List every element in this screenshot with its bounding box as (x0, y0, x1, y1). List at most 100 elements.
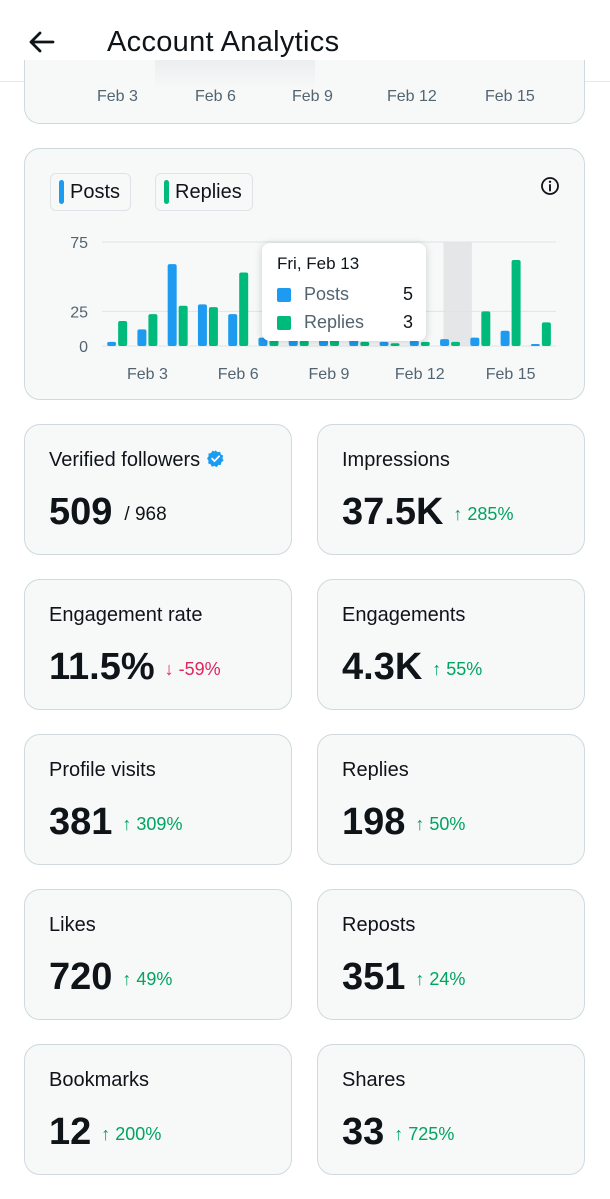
posts-bar (409, 340, 419, 346)
shares-value: 33 (342, 1111, 385, 1153)
stat-value-row: 198 ↑ 50% (342, 801, 465, 844)
x-tick-label: Feb 3 (127, 366, 168, 383)
y-tick-label: 0 (79, 339, 88, 356)
replies-bar (451, 341, 461, 346)
impressions-card[interactable]: Impressions 37.5K ↑ 285% (317, 424, 585, 555)
x-tick-label: Feb 6 (218, 366, 259, 383)
x-tick-label: Feb 12 (387, 88, 437, 105)
replies-card[interactable]: Replies 198 ↑ 50% (317, 734, 585, 865)
x-tick-label: Feb 15 (486, 366, 536, 383)
engagements-value: 4.3K (342, 646, 423, 688)
likes-label: Likes (49, 914, 96, 936)
stat-value-row: 11.5% ↓ -59% (49, 646, 221, 689)
likes-change: ↑ 49% (122, 969, 173, 989)
impressions-value: 37.5K (342, 491, 444, 533)
legend-posts-label: Posts (70, 180, 121, 203)
replies-bar (239, 272, 249, 346)
profile-visits-card[interactable]: Profile visits 381 ↑ 309% (24, 734, 292, 865)
chart-tooltip: Fri, Feb 13 Posts 5 Replies 3 (262, 243, 426, 341)
engagement-rate-label: Engagement rate (49, 604, 203, 626)
stat-value-row: 381 ↑ 309% (49, 801, 182, 844)
replies-swatch (164, 180, 169, 204)
profile-visits-label: Profile visits (49, 759, 156, 781)
replies-bar (360, 341, 370, 346)
replies-change: ↑ 50% (415, 814, 466, 834)
verified-followers-value: 509 (49, 491, 113, 533)
posts-bar (137, 329, 147, 346)
impressions-change: ↑ 285% (453, 504, 514, 524)
tooltip-date: Fri, Feb 13 (277, 254, 360, 273)
replies-bar (148, 314, 158, 346)
stat-value-row: 720 ↑ 49% (49, 956, 172, 999)
tooltip-posts-row: Posts 5 (277, 284, 413, 306)
x-tick-label: Feb 15 (485, 88, 535, 105)
replies-bar (390, 343, 400, 346)
likes-card[interactable]: Likes 720 ↑ 49% (24, 889, 292, 1020)
x-tick-label: Feb 6 (195, 88, 236, 105)
engagement-rate-card[interactable]: Engagement rate 11.5% ↓ -59% (24, 579, 292, 710)
replies-swatch (277, 316, 291, 330)
bookmarks-value: 12 (49, 1111, 92, 1153)
legend-posts-toggle[interactable]: Posts (50, 173, 132, 211)
replies-bar (118, 321, 128, 346)
verified-followers-label: Verified followers (49, 449, 201, 471)
posts-swatch (59, 180, 64, 204)
bookmarks-card[interactable]: Bookmarks 12 ↑ 200% (24, 1044, 292, 1175)
likes-value: 720 (49, 956, 113, 998)
engagements-change: ↑ 55% (432, 659, 483, 679)
posts-bar (228, 314, 238, 346)
profile-visits-value: 381 (49, 801, 113, 843)
replies-label: Replies (342, 759, 409, 781)
previous-chart-card: Feb 3 Feb 6 Feb 9 Feb 12 Feb 15 (24, 60, 585, 124)
highlight-band (443, 242, 472, 346)
posts-bar (107, 341, 117, 346)
stat-value-row: 351 ↑ 24% (342, 956, 465, 999)
tooltip-posts-label: Posts (304, 284, 350, 304)
y-tick-label: 75 (70, 235, 88, 252)
stat-value-row: 37.5K ↑ 285% (342, 491, 513, 534)
profile-visits-change: ↑ 309% (122, 814, 183, 834)
posts-bar (500, 330, 510, 346)
replies-bar (208, 307, 218, 346)
tooltip-replies-row: Replies 3 (277, 312, 413, 334)
x-tick-label: Feb 12 (395, 366, 445, 383)
replies-bar (420, 341, 430, 346)
posts-bar (530, 344, 540, 346)
stat-label: Verified followers (49, 449, 225, 472)
tooltip-replies-value: 3 (402, 312, 413, 332)
replies-bar (541, 322, 551, 346)
posts-bar (197, 304, 207, 346)
posts-bar (440, 339, 450, 346)
engagement-rate-change: ↓ -59% (164, 659, 221, 679)
shares-label: Shares (342, 1069, 406, 1091)
legend-replies-label: Replies (175, 180, 242, 203)
reposts-value: 351 (342, 956, 406, 998)
chart-shade (155, 60, 315, 90)
y-tick-label: 25 (70, 304, 88, 321)
stat-value-row: 4.3K ↑ 55% (342, 646, 482, 689)
bookmarks-label: Bookmarks (49, 1069, 150, 1091)
posts-bar (470, 337, 480, 346)
reposts-card[interactable]: Reposts 351 ↑ 24% (317, 889, 585, 1020)
x-tick-label: Feb 9 (292, 88, 333, 105)
stat-value-row: 33 ↑ 725% (342, 1111, 454, 1154)
impressions-label: Impressions (342, 449, 450, 471)
tooltip-posts-value: 5 (402, 284, 413, 304)
posts-bar (167, 264, 177, 346)
legend-replies-toggle[interactable]: Replies (155, 173, 253, 211)
verified-followers-total: / 968 (124, 504, 167, 525)
verified-followers-card[interactable]: Verified followers 509 / 968 (24, 424, 292, 555)
x-tick-label: Feb 3 (97, 88, 138, 105)
replies-bar (481, 311, 491, 346)
replies-bar (178, 305, 188, 346)
replies-bar (299, 340, 309, 346)
shares-card[interactable]: Shares 33 ↑ 725% (317, 1044, 585, 1175)
stat-value-row: 12 ↑ 200% (49, 1111, 161, 1154)
back-button[interactable] (22, 24, 62, 60)
info-icon[interactable] (539, 175, 561, 197)
replies-value: 198 (342, 801, 406, 843)
page-title: Account Analytics (107, 26, 340, 58)
engagement-rate-value: 11.5% (49, 646, 155, 688)
engagements-card[interactable]: Engagements 4.3K ↑ 55% (317, 579, 585, 710)
bookmarks-change: ↑ 200% (101, 1124, 162, 1144)
